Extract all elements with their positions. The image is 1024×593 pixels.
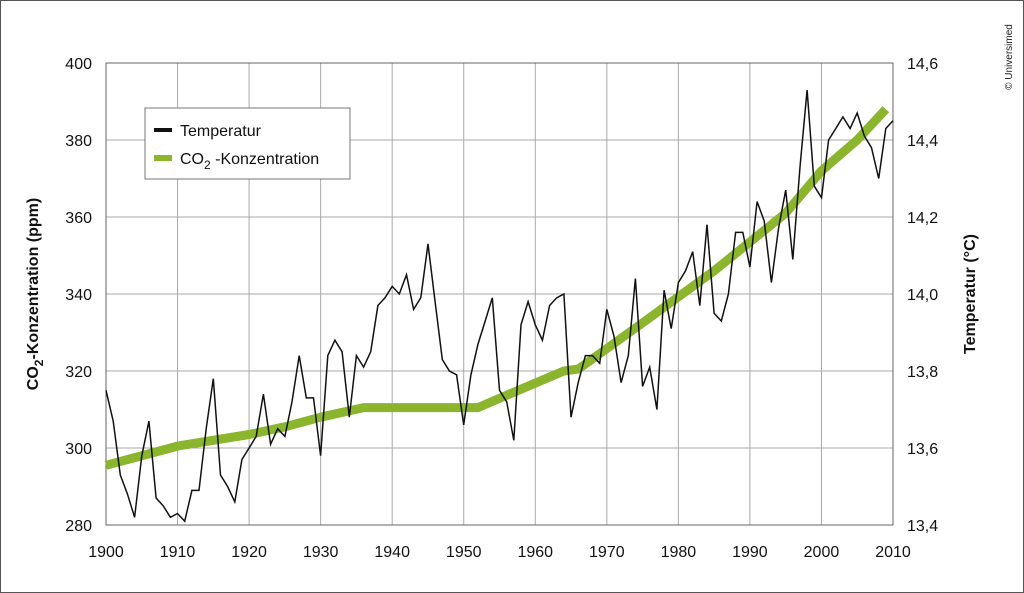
plot-area bbox=[104, 89, 894, 523]
x-tick-label: 1940 bbox=[374, 544, 410, 561]
y-left-tick-label: 380 bbox=[65, 133, 92, 150]
y-left-tick-label: 360 bbox=[65, 210, 92, 227]
y-left-tick-label: 320 bbox=[65, 364, 92, 381]
y-left-tick-label: 340 bbox=[65, 287, 92, 304]
y-right-tick-label: 14,4 bbox=[907, 133, 938, 150]
y-right-tick-label: 14,0 bbox=[907, 287, 938, 304]
y-left-tick-label: 280 bbox=[65, 518, 92, 535]
x-tick-label: 1910 bbox=[160, 544, 196, 561]
y-axis-left-title: CO2-Konzentration (ppm) bbox=[25, 198, 46, 390]
y-right-tick-label: 13,4 bbox=[907, 518, 938, 535]
x-tick-label: 1960 bbox=[517, 544, 553, 561]
plot-border bbox=[105, 62, 894, 526]
y-axis-right-title: Temperatur (°C) bbox=[962, 234, 979, 354]
legend-box bbox=[144, 107, 351, 180]
x-tick-label: 1920 bbox=[231, 544, 267, 561]
y-right-tick-label: 13,6 bbox=[907, 441, 938, 458]
x-tick-label: 1980 bbox=[661, 544, 697, 561]
series-line-temperature bbox=[105, 89, 894, 523]
copyright-label: © Universimed bbox=[1004, 24, 1015, 90]
y-left-tick-label: 400 bbox=[65, 56, 92, 73]
x-tick-label: 2010 bbox=[875, 544, 911, 561]
legend-label-co2: CO2 -Konzentration bbox=[180, 151, 319, 172]
y-right-tick-label: 14,2 bbox=[907, 210, 938, 227]
tick-labels: 1900 1910 1920 1930 1940 1950 1960 1970 1980 1990… bbox=[65, 56, 938, 561]
grid bbox=[105, 62, 894, 526]
legend-label-temperature: Temperatur bbox=[180, 123, 262, 140]
x-tick-label: 1900 bbox=[88, 544, 124, 561]
y-right-tick-label: 14,6 bbox=[907, 56, 938, 73]
y-right-tick-label: 13,8 bbox=[907, 364, 938, 381]
x-tick-label: 1930 bbox=[303, 544, 339, 561]
x-tick-label: 1990 bbox=[732, 544, 768, 561]
x-tick-label: 1950 bbox=[446, 544, 482, 561]
y-left-tick-label: 300 bbox=[65, 441, 92, 458]
legend: Temperatur CO2 -Konzentration bbox=[144, 107, 351, 180]
x-tick-label: 2000 bbox=[804, 544, 840, 561]
x-tick-label: 1970 bbox=[589, 544, 625, 561]
